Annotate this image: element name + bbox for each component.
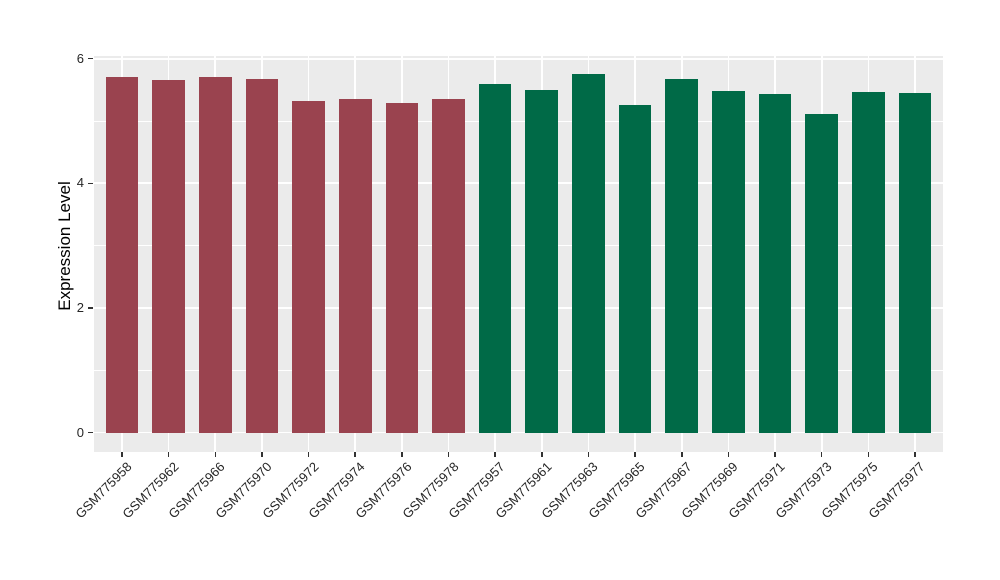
x-tick-label: GSM775962 (119, 459, 182, 522)
gridline-major (94, 431, 943, 434)
bar-GSM775957 (478, 84, 512, 433)
plot-panel (94, 56, 943, 452)
bar-GSM775958 (105, 77, 139, 433)
x-tick-mark (587, 452, 590, 457)
bar-GSM775976 (385, 102, 419, 433)
bar-GSM775973 (805, 114, 839, 433)
x-tick-label: GSM775970 (212, 459, 275, 522)
x-tick-mark (261, 452, 263, 457)
bar-GSM775977 (898, 92, 932, 433)
x-tick-label: GSM775963 (538, 459, 602, 522)
x-tick-label: GSM775957 (445, 459, 508, 522)
x-tick-label: GSM775965 (585, 459, 648, 522)
x-tick-label: GSM775958 (72, 459, 135, 522)
y-tick-label: 6 (76, 50, 84, 66)
x-tick-label: GSM775973 (772, 459, 835, 522)
gridline-major (94, 57, 943, 60)
gridline-minor (94, 245, 943, 246)
x-tick-mark (401, 452, 403, 457)
bar-GSM775974 (338, 98, 372, 433)
x-tick-mark (121, 452, 123, 457)
y-tick-mark (88, 182, 93, 185)
x-tick-mark (167, 452, 170, 457)
bar-GSM775969 (712, 91, 745, 433)
gridline-minor (94, 120, 943, 122)
bar-GSM775967 (665, 79, 699, 433)
x-tick-mark (914, 452, 916, 457)
x-tick-mark (541, 452, 543, 457)
x-tick-mark (634, 452, 636, 457)
x-tick-label: GSM775961 (492, 459, 555, 522)
bar-GSM775978 (432, 98, 465, 433)
x-tick-mark (820, 452, 823, 457)
x-tick-mark (447, 452, 450, 457)
y-tick-label: 2 (76, 299, 84, 315)
x-tick-mark (494, 452, 496, 457)
x-tick-mark (354, 452, 356, 457)
x-tick-mark (214, 452, 217, 457)
gridline-major (94, 182, 943, 185)
bar-GSM775961 (525, 90, 559, 433)
x-tick-label: GSM775977 (865, 459, 928, 522)
x-tick-label: GSM775972 (258, 459, 322, 522)
gridline-minor (94, 369, 943, 371)
bar-GSM775970 (245, 78, 279, 433)
y-tick-mark (88, 431, 93, 434)
x-tick-mark (681, 452, 683, 457)
bar-GSM775971 (758, 94, 792, 433)
y-tick-mark (88, 57, 93, 60)
x-tick-label: GSM775978 (398, 459, 462, 522)
y-tick-label: 4 (76, 175, 84, 191)
y-axis-title: Expression Level (55, 181, 74, 311)
x-tick-label: GSM775975 (818, 459, 881, 522)
bar-GSM775966 (198, 77, 232, 433)
y-tick-label: 0 (76, 424, 84, 440)
x-tick-label: GSM775967 (632, 459, 695, 522)
x-tick-label: GSM775974 (305, 459, 368, 522)
bar-GSM775963 (572, 74, 605, 433)
y-tick-mark (88, 307, 93, 309)
x-tick-mark (774, 452, 776, 457)
bar-GSM775962 (152, 79, 185, 433)
x-tick-mark (867, 452, 870, 457)
x-tick-mark (307, 452, 310, 457)
x-tick-label: GSM775969 (678, 459, 742, 522)
x-tick-label: GSM775971 (725, 459, 788, 522)
bar-GSM775975 (852, 92, 885, 433)
bar-GSM775972 (292, 101, 325, 433)
x-tick-label: GSM775966 (165, 459, 228, 522)
gridline-major (94, 307, 943, 309)
bar-GSM775965 (618, 105, 652, 433)
x-tick-label: GSM775976 (352, 459, 415, 522)
x-tick-mark (727, 452, 730, 457)
